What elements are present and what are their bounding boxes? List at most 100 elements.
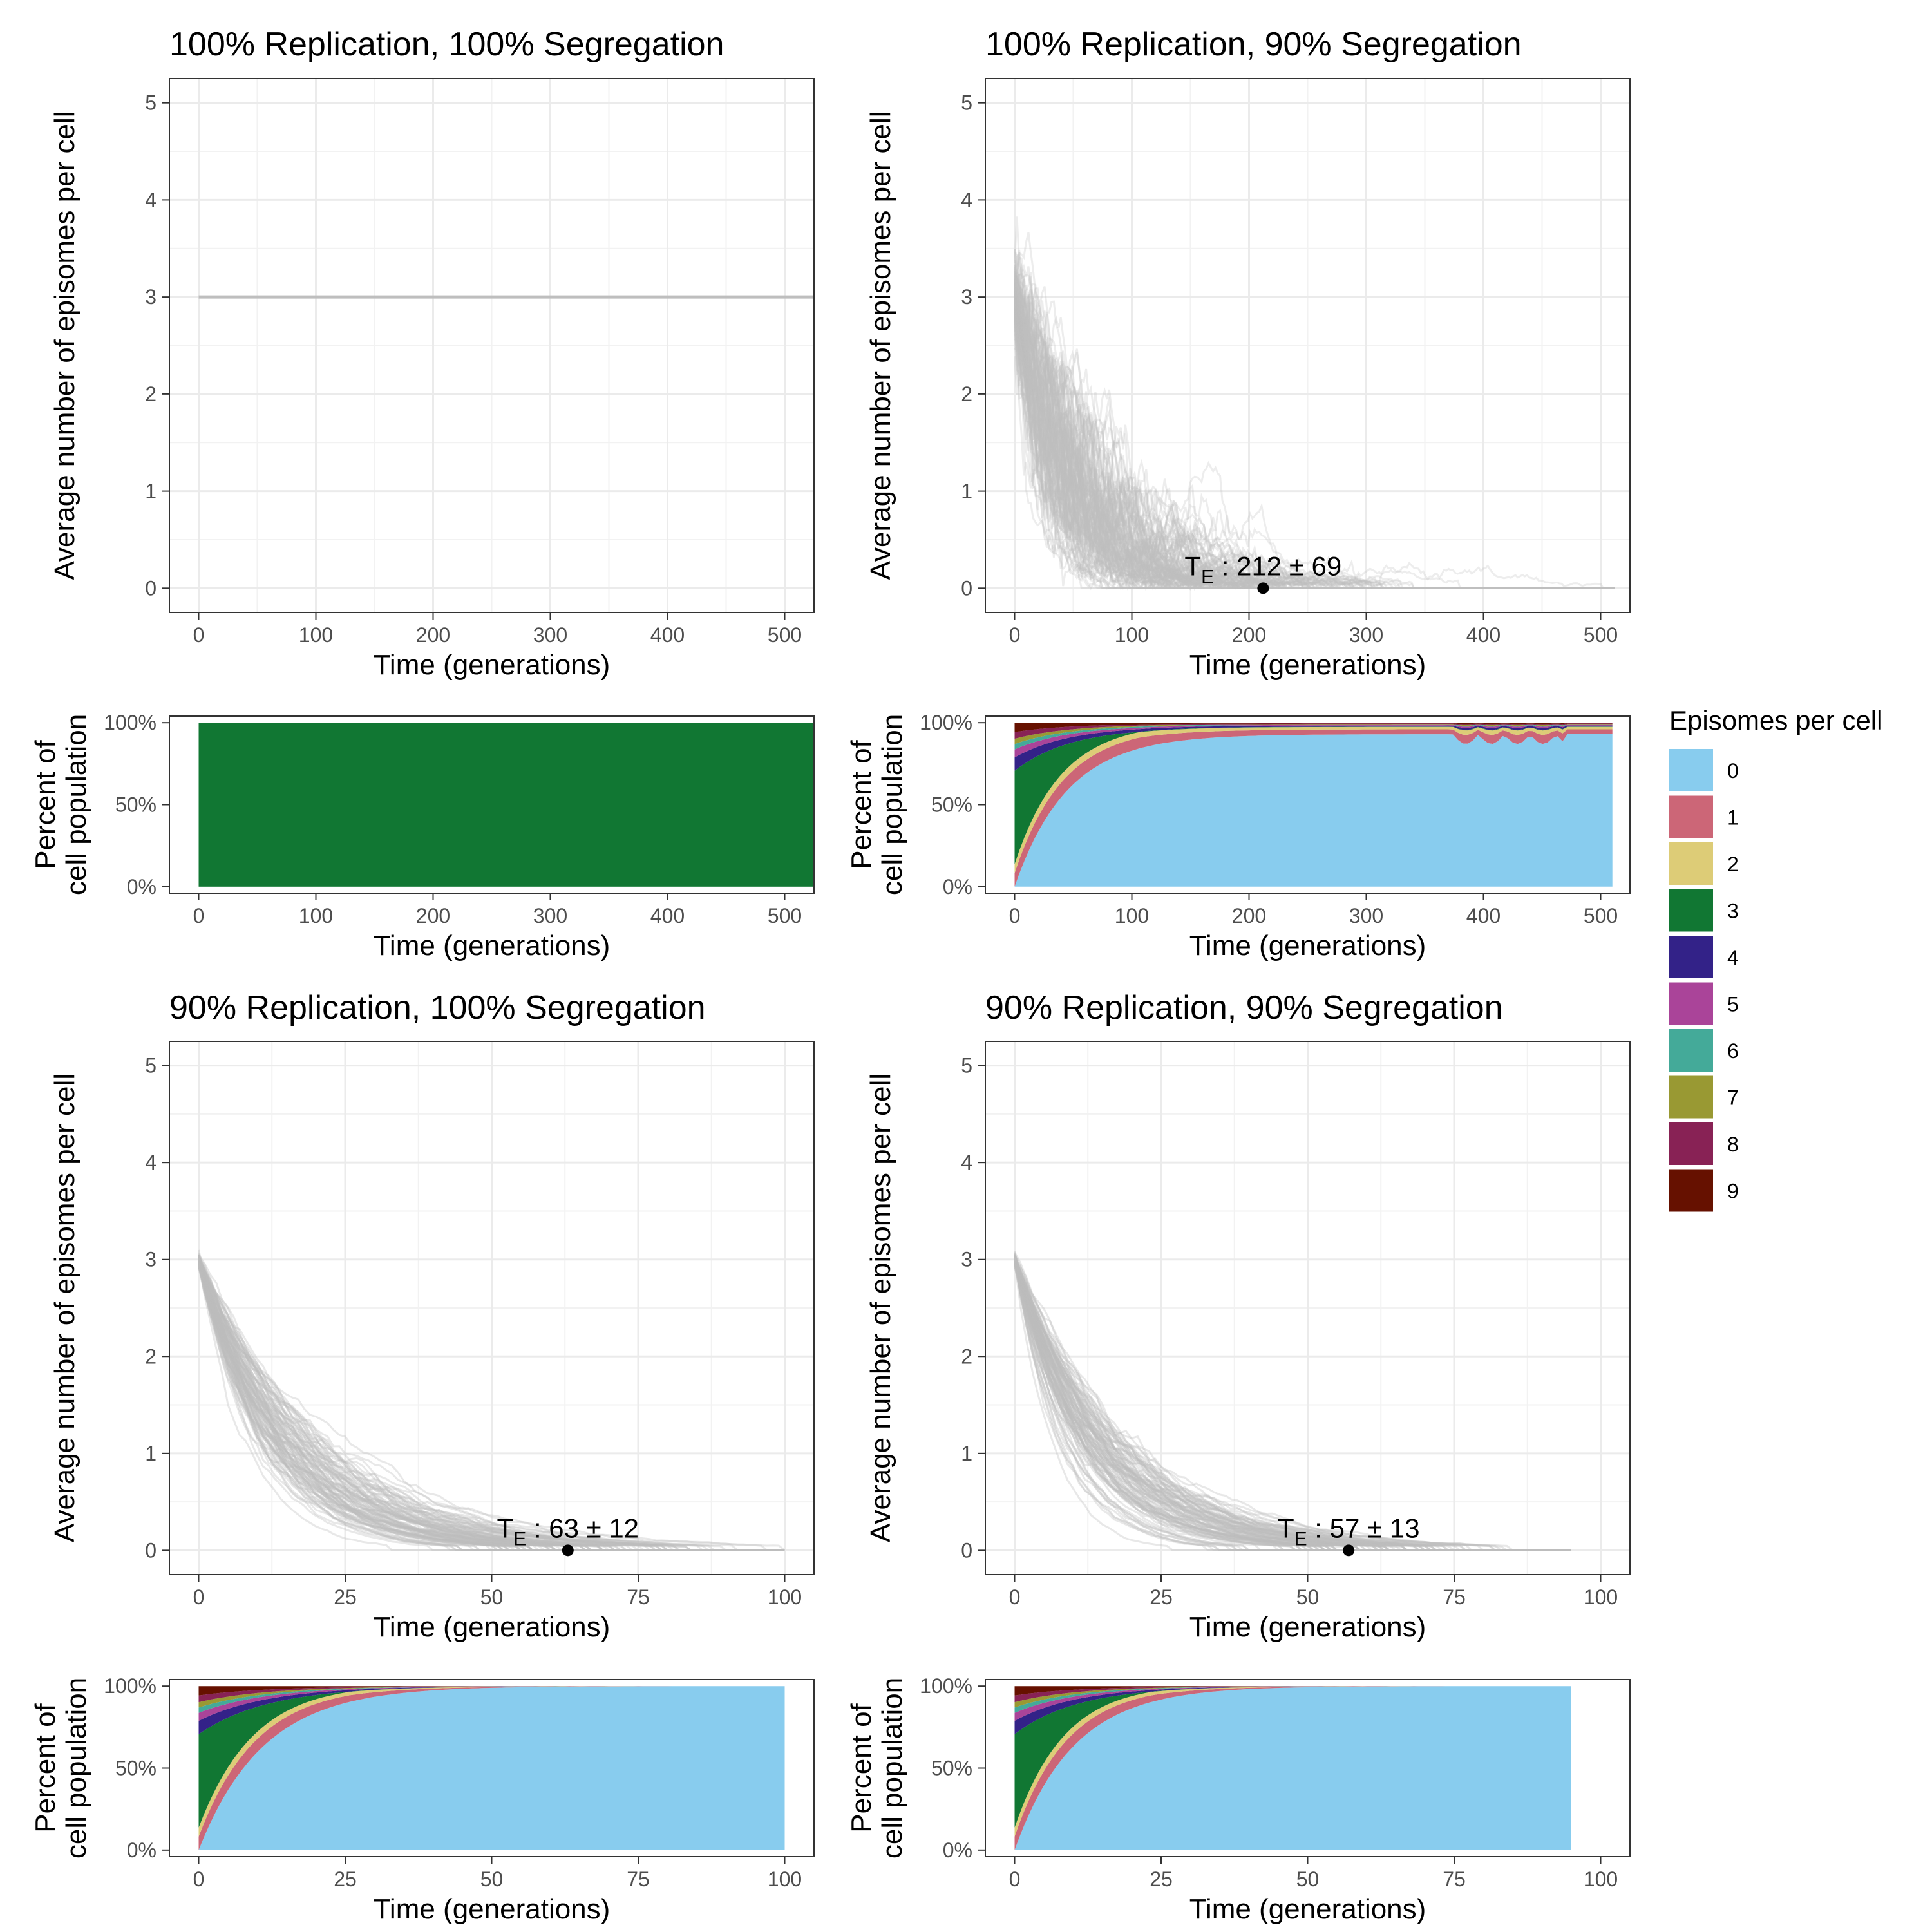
legend-label: 4	[1727, 946, 1739, 969]
trajectory-line	[198, 1253, 785, 1551]
p3_area-y-tick-label: 100%	[104, 1674, 156, 1698]
trajectory-line	[1014, 1255, 1571, 1551]
p3_line-grid	[169, 1041, 814, 1575]
trajectory-line	[1014, 294, 1615, 589]
trajectory-line	[1014, 290, 1615, 589]
p3_area-x-tick-label: 0	[193, 1868, 205, 1891]
p4_line-x-tick-label: 75	[1443, 1586, 1466, 1609]
p2_area-x-tick-label: 100	[1115, 904, 1149, 927]
trajectory-line	[1014, 295, 1615, 589]
trajectory-line	[1014, 276, 1615, 589]
trajectory-line	[1014, 1260, 1571, 1551]
trajectory-line	[1014, 1258, 1571, 1551]
trajectory-line	[198, 1264, 785, 1551]
trajectory-line	[1014, 1258, 1571, 1551]
p1_line-y-tick-label: 3	[145, 285, 156, 308]
trajectory-line	[1014, 269, 1615, 589]
trajectory-line	[1014, 1256, 1571, 1551]
p3_area-x-tick-label: 25	[334, 1868, 357, 1891]
trajectory-line	[1014, 285, 1615, 589]
trajectory-line	[198, 1256, 785, 1551]
trajectory-line	[1014, 1261, 1571, 1551]
p1_area-x-tick-label: 100	[299, 904, 333, 927]
trajectory-line	[1014, 291, 1615, 589]
trajectory-line	[198, 1259, 785, 1551]
p2_area-x-tick-label: 300	[1349, 904, 1383, 927]
trajectory-line	[1014, 287, 1615, 589]
p1_line-border	[169, 78, 815, 613]
trajectory-line	[1014, 1256, 1571, 1551]
trajectory-line	[1014, 287, 1615, 590]
trajectory-line	[1014, 1261, 1571, 1551]
trajectory-line	[1014, 329, 1615, 590]
trajectory-line	[198, 1257, 785, 1551]
trajectory-line	[1014, 298, 1615, 589]
trajectory-line	[1014, 293, 1615, 589]
trajectory-line	[1014, 1259, 1571, 1551]
trajectory-line	[1014, 314, 1615, 589]
trajectory-line	[1014, 1257, 1571, 1551]
trajectory-line	[1014, 270, 1615, 589]
p3_line-extinction-label: TE : 63 ± 12	[497, 1513, 639, 1549]
trajectory-line	[1014, 273, 1615, 589]
trajectory-line	[1014, 297, 1615, 589]
legend-item: 2	[1669, 842, 1739, 885]
trajectory-line	[1014, 1256, 1571, 1551]
p4_line-extinction-point	[1343, 1544, 1355, 1557]
trajectory-line	[1014, 302, 1615, 590]
trajectory-line	[1014, 1256, 1571, 1551]
trajectory-line	[1014, 1259, 1571, 1551]
p3_area-panel: 0 25 50 75 100 0% 50% 100% Time (generations) Per…	[30, 1674, 815, 1925]
legend-swatch-6	[1669, 1029, 1713, 1072]
legend-item: 9	[1669, 1169, 1739, 1212]
legend-label: 6	[1727, 1039, 1739, 1063]
p1_line-x-tick-label: 200	[416, 623, 450, 647]
trajectory-line	[198, 1256, 785, 1551]
trajectory-line	[1014, 271, 1615, 589]
trajectory-line	[198, 1258, 785, 1551]
trajectory-line	[198, 1258, 785, 1551]
trajectory-line	[198, 1257, 785, 1551]
trajectory-line	[1014, 1262, 1571, 1551]
trajectory-line	[1014, 1255, 1571, 1551]
p3_line-y-tick-label: 1	[145, 1442, 156, 1465]
p2_line-x-tick-label: 500	[1584, 623, 1618, 647]
trajectory-line	[1014, 308, 1615, 589]
trajectory-line	[198, 1263, 785, 1551]
p4_line-y-axis-title: Average number of episomes per cell	[865, 1074, 896, 1542]
trajectory-line	[198, 1264, 785, 1551]
trajectory-line	[1014, 307, 1615, 591]
trajectory-line	[1014, 1260, 1571, 1551]
trajectory-line	[1014, 290, 1615, 589]
p3_line-x-tick-label: 50	[480, 1586, 504, 1609]
p2_line-y-axis-title: Average number of episomes per cell	[865, 111, 896, 580]
p1_line-y-axis-title: Average number of episomes per cell	[49, 111, 80, 580]
trajectory-line	[198, 1254, 785, 1551]
trajectory-line	[1014, 1258, 1571, 1551]
trajectory-line	[1014, 1255, 1571, 1551]
trajectory-line	[1014, 1260, 1571, 1551]
p2_area-stacked-area	[1014, 723, 1613, 887]
p1_line-grid	[169, 79, 814, 612]
trajectory-line	[1014, 274, 1615, 589]
p3_line-y-tick-label: 4	[145, 1151, 156, 1174]
trajectory-line	[1014, 314, 1615, 589]
trajectory-line	[1014, 273, 1615, 589]
p1_line-y-tick-label: 1	[145, 480, 156, 503]
trajectory-line	[1014, 1258, 1571, 1551]
trajectory-line	[1014, 303, 1615, 589]
p2_area-y-tick-label: 100%	[920, 711, 972, 734]
trajectory-line	[1014, 1258, 1571, 1551]
p4_area-panel: 0 25 50 75 100 0% 50% 100% Time (generations) Per…	[846, 1674, 1631, 1925]
trajectory-line	[198, 1262, 785, 1551]
trajectory-line	[1014, 338, 1615, 589]
p2_line-y-tick-label: 0	[961, 576, 972, 600]
trajectory-line	[1014, 280, 1615, 589]
p4_line-trajectories	[1014, 1251, 1571, 1551]
p4_line-y-tick-label: 2	[961, 1345, 972, 1368]
trajectory-line	[1014, 317, 1615, 589]
p1_area-y-axis-title-line2: cell population	[61, 714, 92, 895]
area-category-3	[198, 723, 814, 887]
trajectory-line	[1014, 1260, 1571, 1551]
trajectory-line	[1014, 1257, 1571, 1551]
